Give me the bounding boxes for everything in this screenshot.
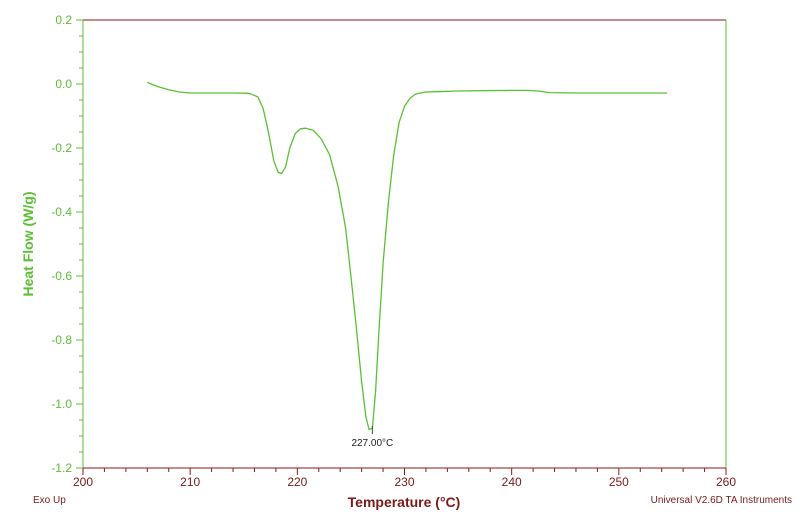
- y-axis-ticks: 0.2 0.0 -0.2 -0.4 -0.6 -0.8 -1.0 -1.2: [51, 13, 83, 475]
- x-tick-label: 250: [609, 475, 629, 489]
- y-tick-label: -1.2: [51, 461, 72, 475]
- annotations: 227.00°C: [351, 426, 393, 449]
- instrument-credit: Universal V2.6D TA Instruments: [650, 495, 792, 506]
- y-axis-title: Heat Flow (W/g): [20, 192, 36, 297]
- y-tick-label: 0.0: [55, 77, 72, 91]
- axes: [82, 19, 727, 469]
- x-tick-label: 240: [502, 475, 522, 489]
- peak-label: 227.00°C: [351, 438, 393, 449]
- x-tick-label: 200: [73, 475, 93, 489]
- y-tick-label: -0.8: [51, 333, 72, 347]
- heat-flow-curve: [147, 81, 668, 431]
- x-tick-label: 260: [716, 475, 736, 489]
- y-tick-label: 0.2: [55, 13, 72, 27]
- plot-area: [147, 81, 668, 431]
- y-tick-label: -0.6: [51, 269, 72, 283]
- exo-up-label: Exo Up: [33, 495, 66, 506]
- x-axis-title: Temperature (°C): [347, 494, 461, 510]
- y-tick-label: -0.2: [51, 141, 72, 155]
- x-axis-ticks: 200 210 220 230 240 250 260: [73, 468, 736, 489]
- y-tick-label: -1.0: [51, 397, 72, 411]
- y-tick-label: -0.4: [51, 205, 72, 219]
- x-tick-label: 230: [394, 475, 414, 489]
- x-tick-label: 220: [287, 475, 307, 489]
- x-tick-label: 210: [180, 475, 200, 489]
